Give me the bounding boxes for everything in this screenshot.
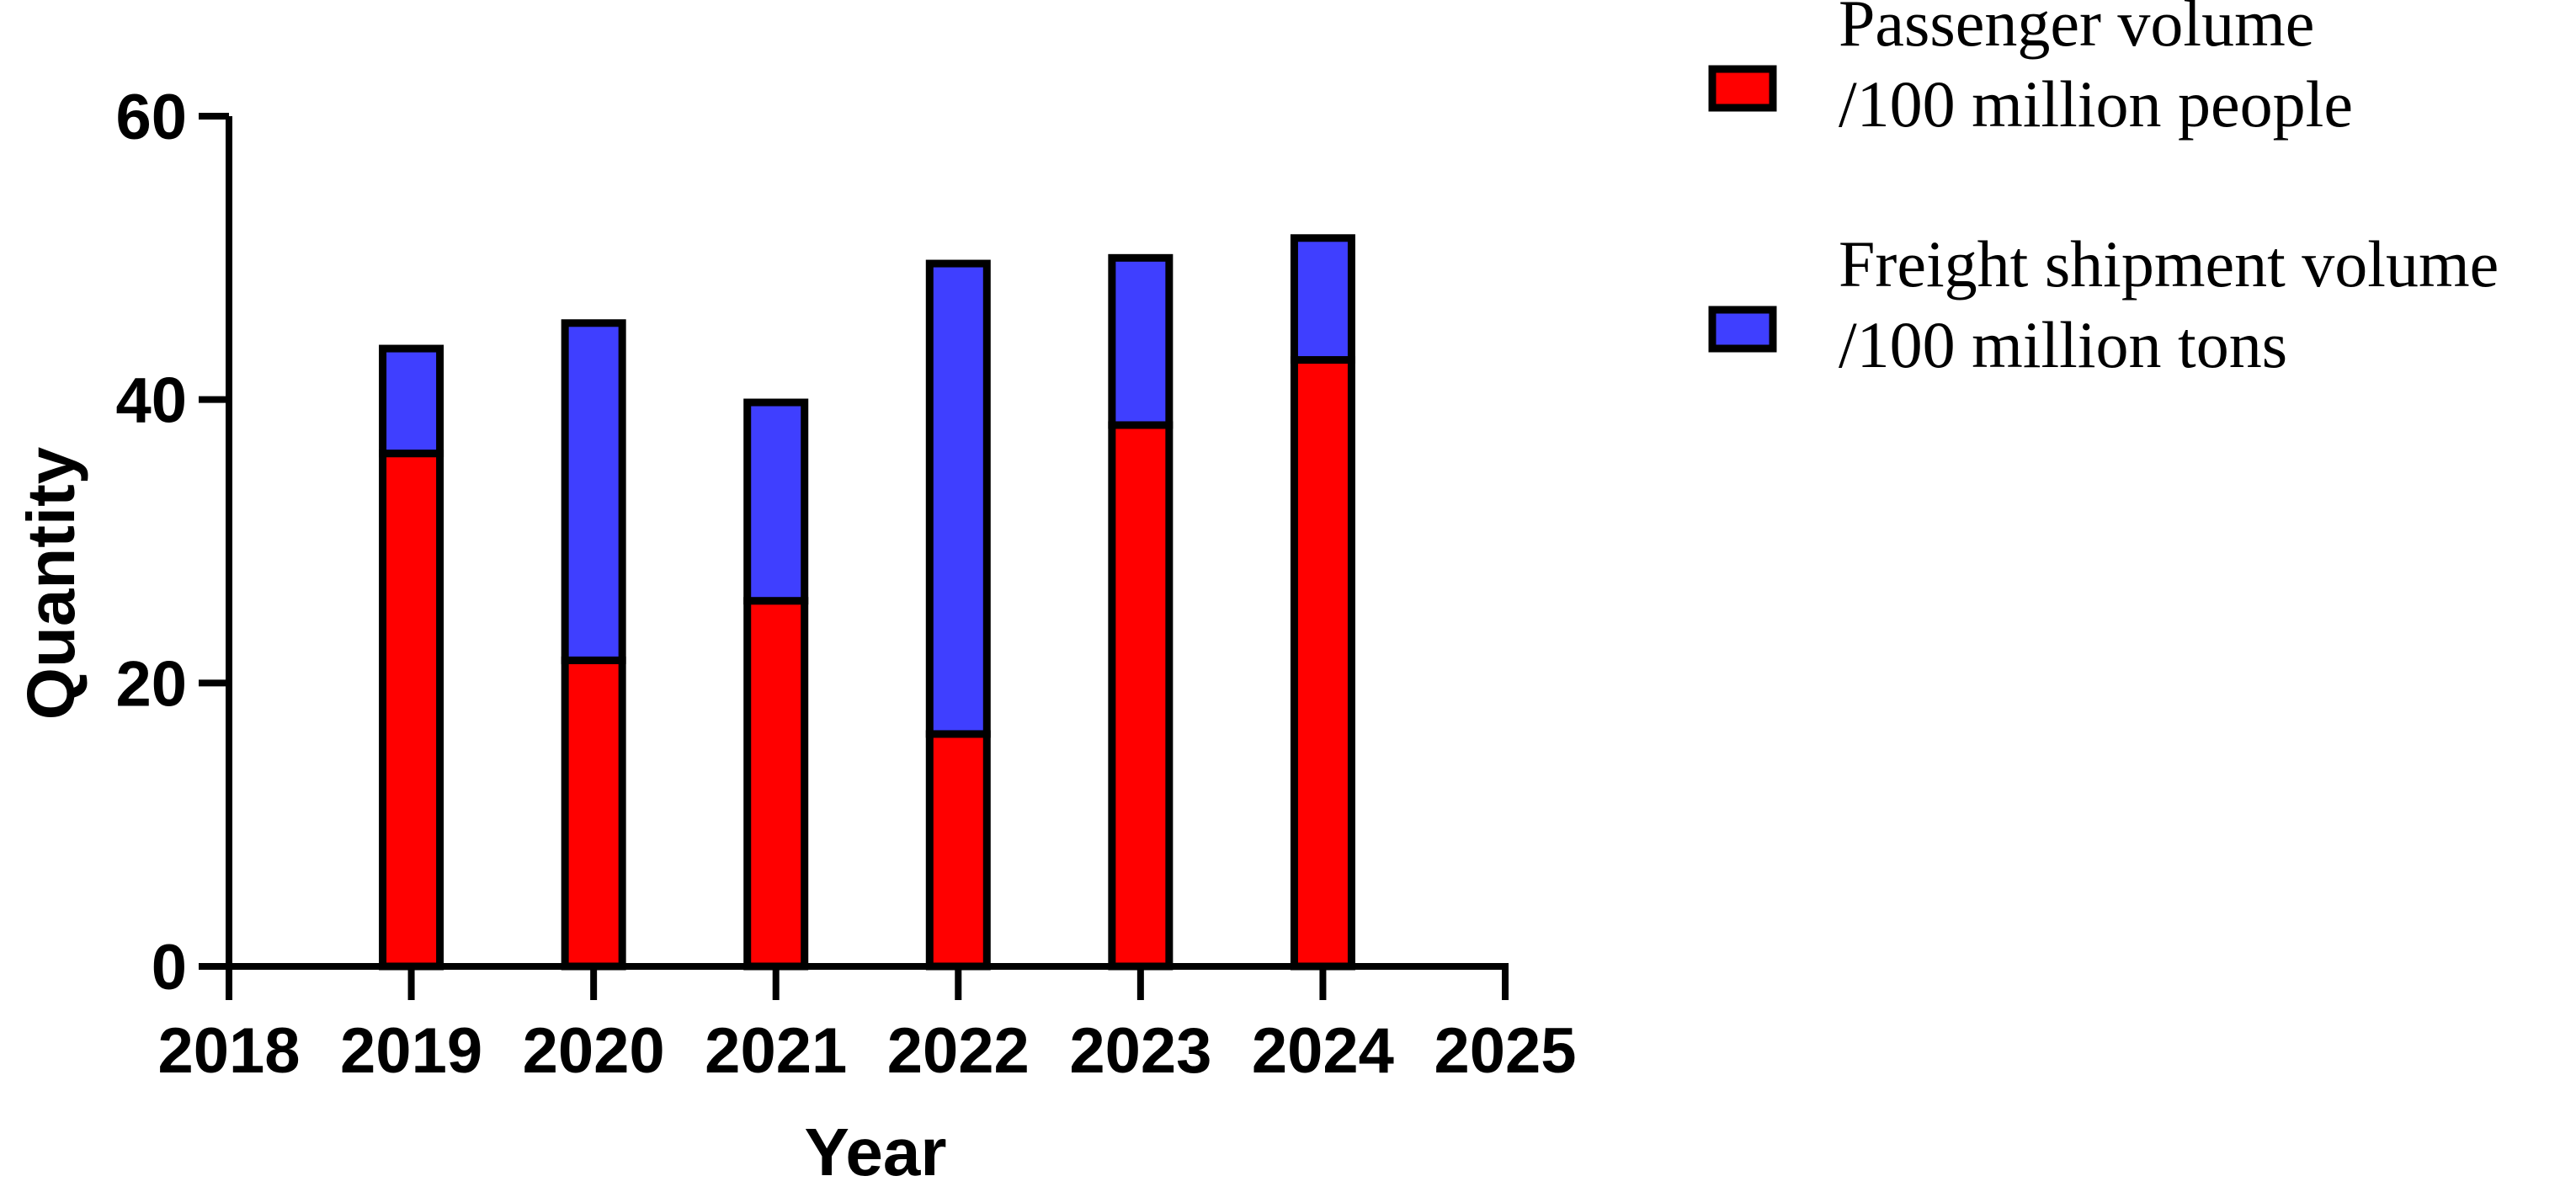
x-tick-label: 2024 [1252, 1015, 1394, 1087]
bar-passenger-2021 [743, 597, 809, 971]
legend-swatch-passenger [1708, 65, 1777, 112]
y-tick-label: 0 [152, 932, 187, 1003]
bar-freight-2023 [1108, 253, 1174, 429]
bar-freight-2021 [743, 398, 809, 605]
x-tick-label: 2025 [1434, 1015, 1576, 1087]
bar-passenger-2023 [1108, 421, 1174, 971]
bar-freight-2024 [1290, 234, 1355, 365]
legend-label-passenger: /100 million people [1839, 67, 2353, 141]
y-tick-label: 20 [115, 648, 187, 720]
bar-freight-2020 [561, 319, 626, 664]
x-tick-label: 2021 [705, 1015, 847, 1087]
bar-freight-2022 [925, 259, 991, 738]
x-ticks-group: 2018 2019 2020 2021 2022 2023 2024 2025 [157, 966, 1577, 1087]
bar-passenger-2022 [925, 730, 991, 971]
legend-label-freight: /100 million tons [1839, 308, 2287, 381]
bar-passenger-2020 [561, 656, 626, 971]
legend-label-freight: Freight shipment volume [1839, 227, 2499, 301]
legend: Passenger volume/100 million people Freig… [1708, 0, 2499, 381]
bar-passenger-2024 [1290, 356, 1355, 971]
legend-swatch-freight [1708, 306, 1777, 353]
x-tick-label: 2023 [1069, 1015, 1211, 1087]
y-ticks-group: 0 20 40 60 [115, 82, 229, 1003]
legend-label-passenger: Passenger volume [1839, 0, 2314, 60]
x-tick-label: 2018 [157, 1015, 300, 1087]
x-tick-label: 2020 [523, 1015, 665, 1087]
bars-group [379, 234, 1355, 971]
bar-passenger-2019 [379, 450, 444, 971]
x-tick-label: 2019 [340, 1015, 482, 1087]
x-tick-label: 2022 [887, 1015, 1030, 1087]
y-tick-label: 40 [115, 365, 187, 437]
y-axis-title: Quantity [13, 446, 88, 720]
x-axis-title: Year [804, 1115, 946, 1189]
y-tick-label: 60 [115, 82, 187, 153]
bar-freight-2019 [379, 344, 444, 458]
axes-group [226, 116, 1509, 970]
